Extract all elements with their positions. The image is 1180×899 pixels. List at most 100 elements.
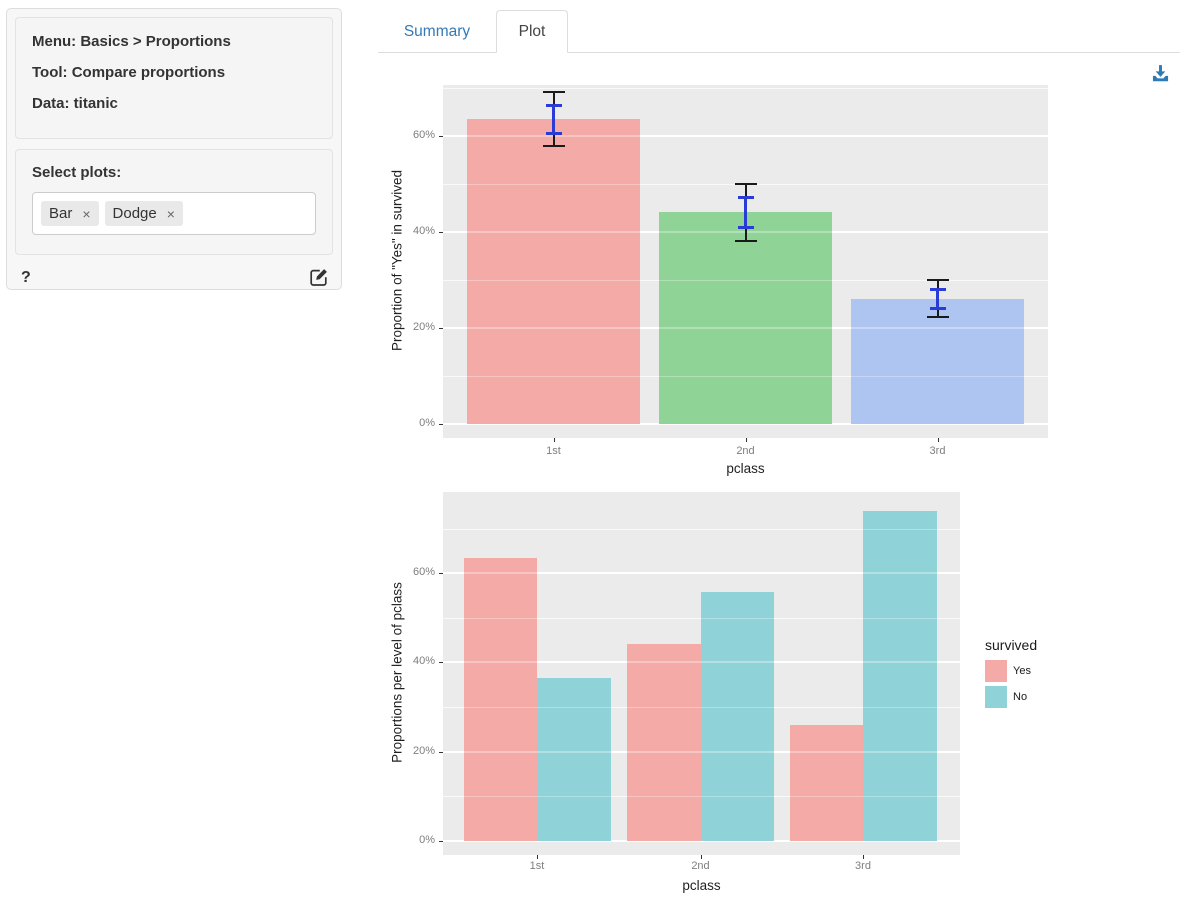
x-tick-mark [745, 438, 747, 442]
y-tick-label: 0% [419, 417, 435, 429]
gridline-major-overlay [443, 661, 960, 664]
data-info: Data: titanic [32, 95, 118, 112]
se-bar-tick [929, 287, 946, 291]
se-bar-line [552, 105, 555, 134]
error-bar-cap [926, 279, 949, 282]
gridline-minor-overlay [443, 528, 960, 530]
gridline-major-overlay [443, 572, 960, 575]
x-tick-label: 3rd [929, 445, 946, 457]
menu-info: Menu: Basics > Proportions [32, 33, 231, 50]
legend-title: survived [985, 637, 1038, 653]
y-tick-label: 20% [412, 321, 435, 333]
bar-3rd-yes [789, 724, 863, 841]
tab-bar-divider [378, 52, 1180, 53]
bar-2nd-no [700, 591, 774, 841]
bar-1st-yes [463, 557, 537, 841]
se-bar-line [936, 289, 939, 309]
legend-label-no: No [1013, 691, 1028, 703]
gridline-minor-overlay [443, 617, 960, 619]
select-plots-input[interactable]: Bar × Dodge × [32, 192, 316, 235]
gridline-major [443, 135, 1048, 137]
y-tick-label: 40% [412, 225, 435, 237]
se-bar-tick [545, 103, 562, 107]
x-tick-mark [537, 855, 538, 859]
gridline-minor [443, 88, 1048, 89]
x-tick-mark [700, 855, 702, 859]
gridline-major-overlay [443, 750, 960, 753]
tag-bar-label: Bar [49, 205, 73, 222]
tool-info: Tool: Compare proportions [32, 64, 226, 81]
gridline-major-overlay [443, 327, 1048, 329]
bar-2nd-yes [627, 644, 701, 841]
se-bar-line [744, 197, 747, 228]
error-bar-cap [734, 240, 757, 243]
se-bar-tick [737, 225, 754, 229]
gridline-minor-overlay [443, 707, 960, 709]
x-tick-label: 3rd [855, 860, 871, 872]
tag-bar-remove-icon[interactable]: × [82, 205, 91, 222]
y-tick-label: 40% [412, 655, 435, 668]
download-icon[interactable] [1150, 63, 1171, 89]
bar-1st-no [537, 678, 611, 841]
plot-panel [443, 492, 960, 855]
legend-label-yes: Yes [1013, 665, 1031, 677]
y-tick-label: 60% [412, 566, 435, 579]
error-bar-cap [926, 315, 949, 318]
tool-info-panel: Menu: Basics > Proportions Tool: Compare… [15, 17, 333, 139]
y-tick-mark [439, 662, 443, 664]
gridline-major [443, 423, 1048, 425]
help-button[interactable]: ? [21, 269, 31, 286]
edit-icon[interactable] [309, 267, 329, 292]
legend-swatch-no [985, 686, 1007, 708]
x-tick-mark [553, 438, 555, 442]
x-tick-label: 2nd [691, 860, 710, 872]
gridline-minor-overlay [443, 376, 1048, 377]
gridline-minor-overlay [443, 280, 1048, 281]
se-bar-tick [545, 131, 562, 135]
x-axis-title: pclass [726, 461, 765, 476]
y-tick-label: 20% [412, 744, 435, 757]
bar-3rd [851, 298, 1024, 424]
tag-bar[interactable]: Bar × [41, 201, 99, 226]
y-tick-label: 0% [419, 834, 435, 846]
tab-plot[interactable]: Plot [496, 10, 568, 53]
y-tick-mark [439, 328, 443, 329]
legend-swatch-yes [985, 660, 1007, 682]
se-bar-tick [929, 306, 946, 310]
x-tick-label: 1st [529, 860, 545, 872]
gridline-major [443, 572, 960, 575]
error-bar-cap [542, 90, 565, 93]
plot-panel [443, 85, 1048, 438]
x-tick-mark [863, 855, 864, 859]
gridline-major-overlay [443, 135, 1048, 137]
select-plots-label: Select plots: [32, 164, 122, 181]
gridline-minor-overlay [443, 796, 960, 798]
x-axis-title: pclass [682, 878, 721, 893]
error-bar-cap [542, 145, 565, 148]
x-tick-label: 1st [546, 445, 561, 457]
tag-dodge-remove-icon[interactable]: × [166, 205, 175, 222]
tag-dodge[interactable]: Dodge × [104, 201, 183, 226]
gridline-minor-overlay [443, 88, 1048, 89]
tag-dodge-label: Dodge [112, 205, 157, 222]
x-tick-mark [937, 438, 939, 442]
sidebar: Menu: Basics > Proportions Tool: Compare… [6, 8, 342, 290]
y-tick-mark [439, 424, 443, 425]
se-bar-tick [737, 195, 754, 199]
y-tick-mark [439, 841, 443, 842]
gridline-minor [443, 528, 960, 530]
error-bar-cap [734, 182, 757, 185]
gridline-major [443, 840, 960, 842]
bar-1st [467, 119, 640, 424]
x-tick-label: 2nd [736, 445, 755, 457]
y-tick-mark [439, 136, 443, 137]
select-plots-panel: Select plots: Bar × Dodge × [15, 149, 333, 255]
y-tick-mark [439, 751, 443, 753]
tab-summary[interactable]: Summary [403, 22, 471, 40]
y-tick-mark [439, 232, 443, 233]
bar-3rd-no [863, 511, 937, 841]
y-axis-title: Proportions per level of pclass [389, 581, 405, 763]
y-tick-label: 60% [412, 129, 435, 141]
